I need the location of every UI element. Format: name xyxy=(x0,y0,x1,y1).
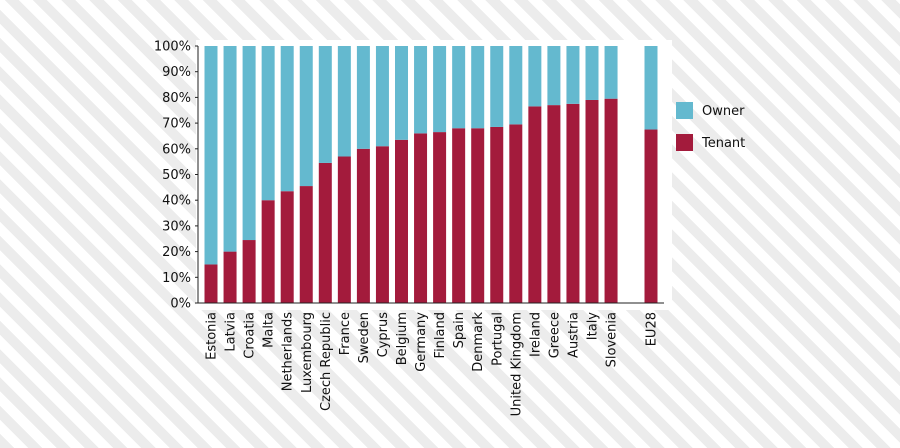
bar-owner-5 xyxy=(299,46,313,187)
legend-swatch-owner xyxy=(676,102,693,119)
y-tick-label: 50% xyxy=(162,168,191,183)
bar-tenant-1 xyxy=(223,251,237,303)
bar-tenant-22 xyxy=(644,129,658,303)
bars-group xyxy=(204,46,658,304)
x-tick-label: Netherlands xyxy=(281,312,296,391)
x-tick-label: Austria xyxy=(566,312,581,358)
bar-tenant-0 xyxy=(204,264,218,303)
y-tick-label: 10% xyxy=(162,271,191,286)
bar-owner-22 xyxy=(644,46,658,130)
bar-owner-18 xyxy=(547,46,561,106)
x-tick-label: Sweden xyxy=(357,312,372,363)
bar-owner-8 xyxy=(356,46,370,149)
x-tick-label: Malta xyxy=(262,312,277,348)
bar-tenant-2 xyxy=(242,240,256,303)
y-tick-label: 70% xyxy=(162,117,191,132)
bar-tenant-7 xyxy=(337,156,351,303)
bar-tenant-21 xyxy=(604,98,618,303)
bar-owner-20 xyxy=(585,46,599,100)
bar-owner-2 xyxy=(242,46,256,241)
legend-swatch-tenant xyxy=(676,134,693,151)
bar-tenant-20 xyxy=(585,99,599,303)
bar-tenant-17 xyxy=(528,106,542,304)
x-tick-label: Italy xyxy=(586,312,601,341)
bar-owner-11 xyxy=(414,46,428,134)
bar-tenant-6 xyxy=(318,162,332,303)
y-tick-label: 100% xyxy=(154,40,191,55)
y-tick-label: 0% xyxy=(170,297,191,312)
bar-owner-17 xyxy=(528,46,542,107)
x-tick-label: Slovenia xyxy=(605,312,620,367)
bar-tenant-13 xyxy=(452,128,466,303)
bar-tenant-16 xyxy=(509,124,523,303)
bar-tenant-9 xyxy=(375,146,389,303)
bar-owner-10 xyxy=(395,46,408,140)
x-tick-label: Finland xyxy=(433,312,448,358)
bar-tenant-8 xyxy=(356,148,370,303)
bar-tenant-11 xyxy=(414,133,428,303)
bar-owner-13 xyxy=(452,46,466,129)
legend: Owner Tenant xyxy=(676,102,745,151)
x-tick-label: France xyxy=(338,312,353,355)
bar-owner-1 xyxy=(223,46,237,252)
bar-tenant-5 xyxy=(299,186,313,303)
x-tick-label: United Kingdom xyxy=(509,312,524,416)
bar-owner-14 xyxy=(471,46,485,129)
bar-tenant-12 xyxy=(433,132,447,303)
bar-tenant-3 xyxy=(261,200,275,303)
bar-owner-21 xyxy=(604,46,618,99)
legend-label-owner: Owner xyxy=(702,104,745,119)
x-tick-label: Czech Republic xyxy=(319,312,334,411)
x-tick-label: Portugal xyxy=(490,312,505,366)
bar-tenant-19 xyxy=(566,103,580,303)
x-tick-label: Germany xyxy=(414,312,429,372)
x-tick-label: Estonia xyxy=(205,312,220,360)
bar-owner-16 xyxy=(509,46,523,125)
x-tick-label: Greece xyxy=(547,312,562,358)
bar-owner-19 xyxy=(566,46,580,104)
bar-owner-15 xyxy=(490,46,504,127)
bar-owner-9 xyxy=(375,46,389,147)
x-tick-label: Spain xyxy=(452,312,467,348)
bar-owner-3 xyxy=(261,46,275,201)
bar-owner-7 xyxy=(337,46,351,157)
bar-tenant-10 xyxy=(395,139,408,303)
bar-owner-4 xyxy=(280,46,294,192)
y-tick-label: 80% xyxy=(162,91,191,106)
bar-tenant-15 xyxy=(490,126,504,303)
x-tick-label: Latvia xyxy=(224,312,239,352)
y-tick-label: 90% xyxy=(162,65,191,80)
bar-tenant-4 xyxy=(280,191,294,303)
bar-owner-6 xyxy=(318,46,332,163)
bar-tenant-18 xyxy=(547,105,561,303)
legend-label-tenant: Tenant xyxy=(701,136,745,151)
x-tick-label: Ireland xyxy=(528,312,543,357)
x-tick-label: Denmark xyxy=(471,312,486,372)
x-tick-label: EU28 xyxy=(645,312,660,346)
y-tick-label: 30% xyxy=(162,219,191,234)
x-axis: Estonia Latvia Croatia Malta Netherlands Luxe… xyxy=(198,302,664,416)
y-tick-label: 40% xyxy=(162,194,191,209)
y-tick-label: 60% xyxy=(162,142,191,157)
x-tick-label: Cyprus xyxy=(376,312,391,358)
x-tick-label: Croatia xyxy=(243,312,258,359)
x-tick-label: Belgium xyxy=(395,312,410,365)
bar-owner-12 xyxy=(433,46,447,133)
x-tick-label: Luxembourg xyxy=(300,312,315,393)
y-axis: 0% 10% 20% 30% 40% 50% 60% 70% 80% 90% 100% xyxy=(154,40,199,312)
bar-tenant-14 xyxy=(471,128,485,303)
bar-owner-0 xyxy=(204,46,218,265)
y-tick-label: 20% xyxy=(162,245,191,260)
